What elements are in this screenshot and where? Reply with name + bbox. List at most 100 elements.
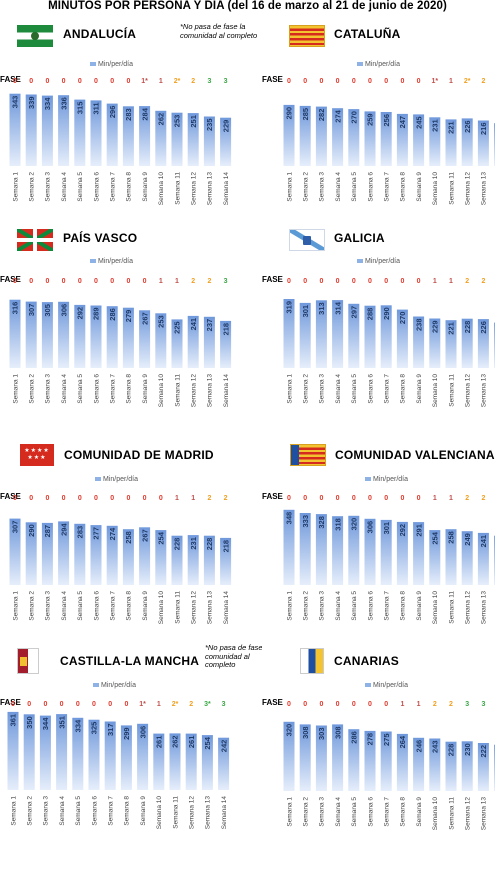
fase-label: FASE	[262, 492, 283, 501]
category-label: Semana 13	[481, 374, 488, 408]
category-label: Semana 9	[142, 591, 149, 621]
category-label: Semana 13	[481, 591, 488, 625]
bar-value-label: 238	[414, 319, 423, 332]
bar-value-label: 270	[350, 111, 359, 124]
phase-label: 2	[449, 701, 453, 708]
bar	[9, 93, 21, 166]
phase-label: 2	[191, 278, 195, 285]
madrid-flag-icon: ★★★★ ★★★	[20, 444, 54, 466]
category-label: Semana 6	[93, 172, 100, 202]
bar-value-label: 278	[366, 733, 375, 746]
category-label: Semana 7	[384, 172, 391, 202]
category-label: Semana 5	[77, 172, 84, 202]
bar-value-label: 221	[447, 322, 456, 335]
legend-swatch	[365, 683, 371, 688]
bar	[283, 104, 295, 166]
phase-label: 3	[222, 701, 226, 708]
bar-value-label: 286	[108, 308, 117, 321]
legend-swatch	[93, 683, 99, 688]
bar	[58, 521, 70, 585]
category-label: Semana 11	[174, 591, 181, 624]
category-label: Semana 1	[10, 796, 17, 826]
chart-panel-andalucia: ANDALUCÍA *No pasa de fase la comunidad …	[0, 18, 262, 223]
bar-value-label: 361	[9, 714, 18, 727]
bar-value-label: 299	[122, 727, 131, 740]
phase-label: 0	[94, 495, 98, 502]
legend-swatch	[95, 477, 101, 482]
phase-label: 0	[400, 495, 404, 502]
phase-label: 2*	[464, 78, 471, 85]
category-label: Semana 5	[75, 796, 82, 826]
bar-value-label: 291	[414, 524, 423, 537]
valencia-flag-icon	[290, 444, 326, 466]
bar-chart: 361 0 Semana 1 350 0 Semana 2 344 0 Semana 3 351 0…	[7, 701, 230, 829]
phase-label: 0	[78, 78, 82, 85]
phase-label: 0	[62, 495, 66, 502]
category-label: Semana 1	[286, 172, 293, 202]
bar	[461, 531, 473, 585]
legend-label: Min/per/día	[365, 258, 401, 265]
phase-label: 1	[449, 278, 453, 285]
phase-label: 2*	[172, 701, 179, 708]
region-name: COMUNIDAD DE MADRID	[64, 448, 214, 462]
phase-label: 1*	[141, 78, 148, 85]
category-label: Semana 7	[108, 796, 115, 826]
bar-value-label: 348	[285, 512, 294, 525]
bar-value-label: 256	[382, 114, 391, 127]
phase-label: 0	[368, 701, 372, 708]
phase-label: 0	[94, 78, 98, 85]
phase-label: 0	[368, 278, 372, 285]
phase-label: 0	[336, 78, 340, 85]
bar	[332, 724, 344, 791]
phase-label: 0	[110, 278, 114, 285]
bar-value-label: 225	[173, 321, 182, 334]
bar	[74, 99, 86, 166]
bar-value-label: 237	[205, 319, 214, 332]
bar	[348, 729, 360, 791]
category-label: Semana 5	[351, 591, 358, 621]
bar-value-label: 249	[463, 533, 472, 546]
bar-value-label: 246	[414, 740, 423, 753]
bar-value-label: 229	[221, 120, 230, 133]
bar	[23, 714, 35, 790]
bar	[396, 113, 408, 166]
chart-panel-canarias: CANARIAS Min/per/día FASE 320 0 Semana 1 30…	[262, 643, 495, 848]
bar-value-label: 254	[203, 736, 212, 749]
bar	[153, 733, 165, 790]
category-label: Semana 1	[286, 374, 293, 404]
phase-label: 1	[175, 278, 179, 285]
bar	[25, 301, 37, 368]
phase-label: 0	[29, 278, 33, 285]
phase-label: 0	[126, 495, 130, 502]
fase-label: FASE	[262, 698, 283, 707]
legend-label: Min/per/día	[98, 61, 134, 68]
pais-vasco-flag-icon	[17, 229, 53, 251]
chart-legend: Min/per/día	[365, 682, 408, 689]
phase-label: 0	[92, 701, 96, 708]
bar-value-label: 350	[25, 716, 34, 729]
phase-label: 2	[465, 495, 469, 502]
bar-value-label: 306	[138, 726, 147, 739]
category-label: Semana 11	[448, 374, 455, 407]
bar	[364, 518, 376, 585]
bar	[122, 529, 134, 585]
bar	[203, 535, 215, 585]
category-label: Semana 10	[432, 374, 439, 408]
phase-label: 2	[481, 278, 485, 285]
bar-value-label: 290	[27, 524, 36, 537]
bar	[106, 525, 118, 585]
bar	[187, 315, 199, 368]
phase-label: 0	[29, 78, 33, 85]
bar-value-label: 245	[414, 116, 423, 129]
chart-panel-madrid: ★★★★ ★★★ COMUNIDAD DE MADRID Min/per/día …	[0, 437, 262, 642]
bar-value-label: 247	[398, 116, 407, 129]
bar-value-label: 216	[479, 123, 488, 136]
bar	[58, 95, 70, 166]
phase-label: 0	[368, 495, 372, 502]
category-label: Semana 13	[207, 374, 214, 408]
phase-label: 0	[303, 78, 307, 85]
bar-value-label: 253	[173, 115, 182, 128]
category-label: Semana 6	[367, 374, 374, 404]
phase-label: 1	[433, 278, 437, 285]
bar-value-label: 226	[479, 321, 488, 334]
